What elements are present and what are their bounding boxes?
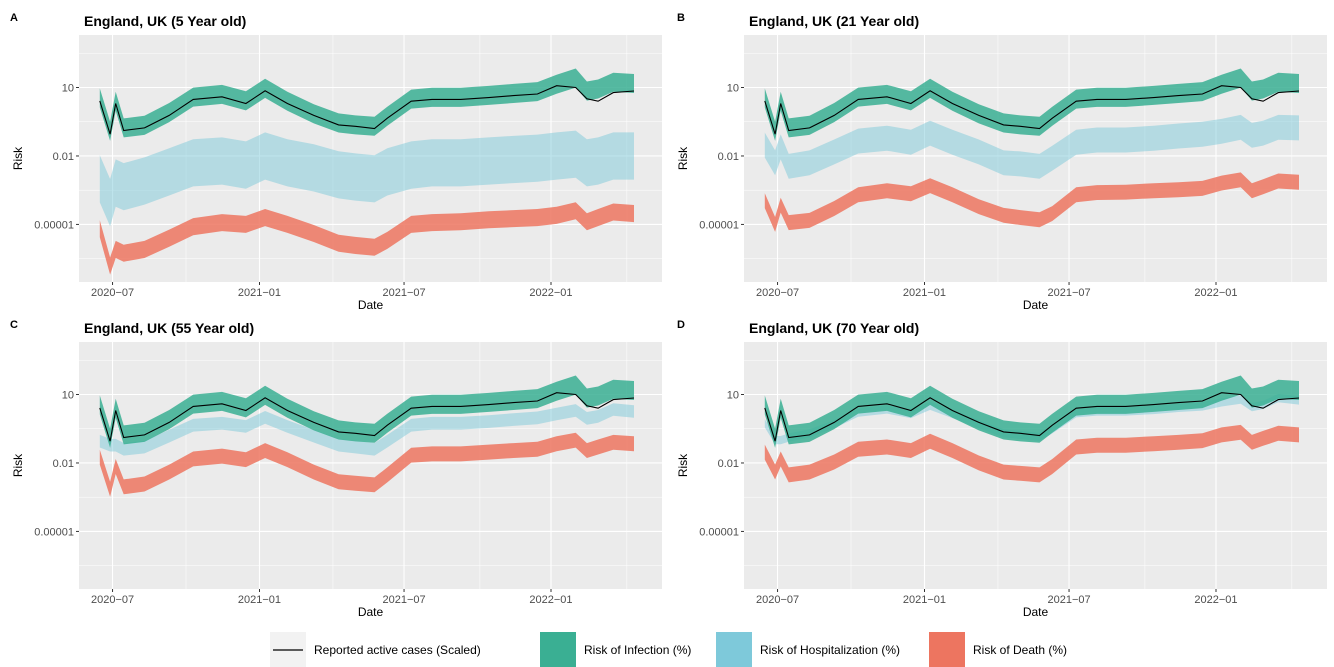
chart-panel-b: B England, UK (21 Year old) 10 0.01 0.00001 2… xyxy=(676,12,1327,312)
y-tick-label: 0.00001 xyxy=(699,526,739,538)
x-tick-label: 2020−07 xyxy=(91,287,134,299)
y-tick-label: 0.01 xyxy=(718,151,739,163)
legend-key xyxy=(929,632,965,667)
y-tick-label: 0.00001 xyxy=(699,219,739,231)
x-axis-title: Date xyxy=(1023,605,1049,619)
band-death xyxy=(99,202,635,275)
panel-title: England, UK (5 Year old) xyxy=(84,13,246,29)
plot-area xyxy=(99,68,635,275)
x-tick-label: 2020−07 xyxy=(91,594,134,606)
y-tick-label: 0.01 xyxy=(53,458,74,470)
x-tick-label: 2021−01 xyxy=(238,594,281,606)
line-cases xyxy=(99,85,635,135)
panel-title: England, UK (55 Year old) xyxy=(84,320,254,336)
panel-tag: B xyxy=(677,12,685,24)
x-tick-label: 2022−01 xyxy=(1194,594,1237,606)
x-tick-label: 2022−01 xyxy=(1194,287,1237,299)
chart-panel-d: D England, UK (70 Year old) 10 0.01 0.00001 2… xyxy=(676,319,1327,619)
band-hosp xyxy=(764,114,1299,179)
plot-area xyxy=(764,68,1300,232)
plot-area xyxy=(764,375,1300,483)
y-tick-label: 10 xyxy=(62,390,74,402)
y-axis-title: Risk xyxy=(676,146,690,170)
x-tick-label: 2020−07 xyxy=(756,287,799,299)
x-axis-title: Date xyxy=(358,605,384,619)
legend-item-inf: Risk of Infection (%) xyxy=(540,632,691,667)
chart-panel-c: C England, UK (55 Year old) 10 0.01 0.00001 2… xyxy=(10,319,662,619)
band-inf xyxy=(99,375,635,448)
legend: Reported active cases (Scaled) Risk of In… xyxy=(270,632,1067,667)
panel-tag: D xyxy=(677,319,685,331)
legend-label: Reported active cases (Scaled) xyxy=(314,643,481,657)
band-death xyxy=(764,424,1299,483)
line-cases xyxy=(764,392,1300,442)
plot-area xyxy=(99,375,635,497)
y-tick-label: 10 xyxy=(62,83,74,95)
panel-title: England, UK (70 Year old) xyxy=(749,320,919,336)
line-cases xyxy=(764,85,1300,135)
band-hosp xyxy=(99,403,635,456)
chart-panel-a: A England, UK (5 Year old) 10 0.01 0.00001 20… xyxy=(10,12,662,312)
x-tick-label: 2021−07 xyxy=(382,287,425,299)
y-tick-label: 0.00001 xyxy=(34,219,74,231)
x-tick-label: 2021−07 xyxy=(1047,287,1090,299)
y-tick-label: 10 xyxy=(727,83,739,95)
band-inf xyxy=(764,375,1299,448)
y-tick-label: 0.01 xyxy=(53,151,74,163)
band-death xyxy=(99,432,635,497)
x-tick-label: 2021−07 xyxy=(1047,594,1090,606)
legend-key xyxy=(716,632,752,667)
band-inf xyxy=(764,68,1299,141)
x-tick-label: 2021−01 xyxy=(238,287,281,299)
x-tick-label: 2021−07 xyxy=(382,594,425,606)
x-tick-label: 2020−07 xyxy=(756,594,799,606)
legend-label: Risk of Death (%) xyxy=(973,643,1067,657)
x-axis-title: Date xyxy=(1023,298,1049,312)
panel-tag: A xyxy=(10,12,18,24)
legend-label: Risk of Infection (%) xyxy=(584,643,691,657)
line-cases xyxy=(99,392,635,442)
band-death xyxy=(764,172,1299,232)
x-tick-label: 2022−01 xyxy=(529,594,572,606)
legend-item-death: Risk of Death (%) xyxy=(929,632,1067,667)
y-tick-label: 0.00001 xyxy=(34,526,74,538)
band-hosp xyxy=(99,130,635,227)
x-axis-title: Date xyxy=(358,298,384,312)
band-inf xyxy=(99,68,635,141)
x-tick-label: 2021−01 xyxy=(903,594,946,606)
x-tick-label: 2021−01 xyxy=(903,287,946,299)
y-axis-title: Risk xyxy=(11,453,25,477)
legend-key xyxy=(540,632,576,667)
y-axis-title: Risk xyxy=(676,453,690,477)
legend-label: Risk of Hospitalization (%) xyxy=(760,643,900,657)
legend-item-cases: Reported active cases (Scaled) xyxy=(270,632,481,667)
y-tick-label: 10 xyxy=(727,390,739,402)
panel-title: England, UK (21 Year old) xyxy=(749,13,919,29)
legend-item-hosp: Risk of Hospitalization (%) xyxy=(716,632,900,667)
panel-tag: C xyxy=(10,319,18,331)
y-tick-label: 0.01 xyxy=(718,458,739,470)
x-tick-label: 2022−01 xyxy=(529,287,572,299)
y-axis-title: Risk xyxy=(11,146,25,170)
